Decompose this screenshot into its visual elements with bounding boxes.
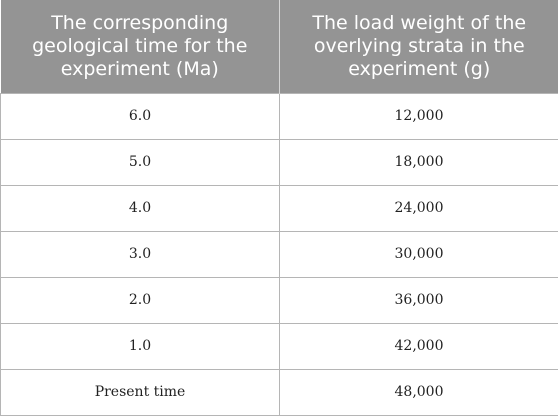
table-row: 3.0 30,000 xyxy=(1,231,558,277)
table-row: 5.0 18,000 xyxy=(1,139,558,185)
load-weight-cell: 48,000 xyxy=(280,369,558,415)
load-weight-cell: 42,000 xyxy=(280,323,558,369)
table-row: Present time 48,000 xyxy=(1,369,558,415)
header-row: The corresponding geological time for th… xyxy=(1,0,558,93)
load-weight-cell: 36,000 xyxy=(280,277,558,323)
geological-time-cell: 5.0 xyxy=(1,139,280,185)
load-weight-cell: 18,000 xyxy=(280,139,558,185)
geological-time-cell: 4.0 xyxy=(1,185,280,231)
table-row: 1.0 42,000 xyxy=(1,323,558,369)
geological-time-cell: 2.0 xyxy=(1,277,280,323)
table-row: 6.0 12,000 xyxy=(1,93,558,139)
load-weight-cell: 12,000 xyxy=(280,93,558,139)
geological-time-cell: 3.0 xyxy=(1,231,280,277)
geological-time-cell: 6.0 xyxy=(1,93,280,139)
column-header-load-weight: The load weight of the overlying strata … xyxy=(280,0,558,93)
column-header-geological-time: The corresponding geological time for th… xyxy=(1,0,280,93)
table-row: 4.0 24,000 xyxy=(1,185,558,231)
load-weight-cell: 24,000 xyxy=(280,185,558,231)
geological-time-cell: 1.0 xyxy=(1,323,280,369)
geological-time-cell: Present time xyxy=(1,369,280,415)
load-weight-cell: 30,000 xyxy=(280,231,558,277)
table-row: 2.0 36,000 xyxy=(1,277,558,323)
